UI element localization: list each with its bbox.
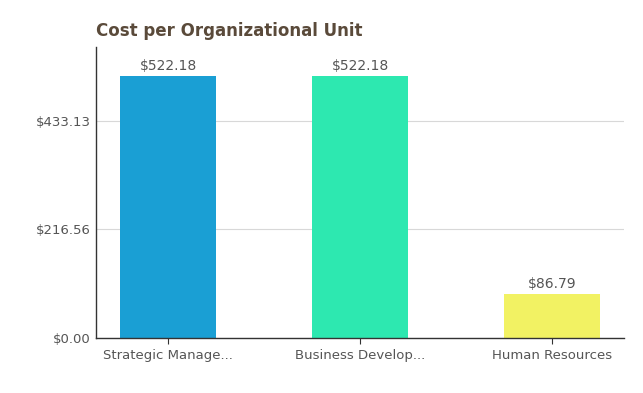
Bar: [504, 294, 600, 338]
Text: $86.79: $86.79: [527, 277, 576, 291]
Text: $522.18: $522.18: [140, 59, 197, 73]
Bar: [120, 76, 216, 338]
Text: $522.18: $522.18: [331, 59, 389, 73]
Bar: [312, 76, 408, 338]
Text: Cost per Organizational Unit: Cost per Organizational Unit: [96, 22, 363, 40]
